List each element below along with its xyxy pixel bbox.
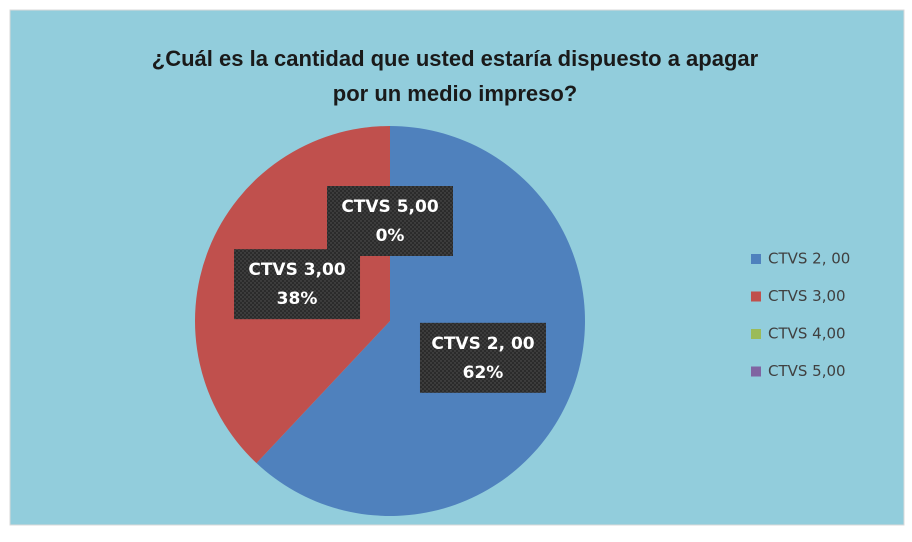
data-label-box: [234, 249, 361, 320]
data-label: 0%: [376, 226, 405, 246]
data-label-category: CTVS 5,00: [341, 197, 439, 217]
legend-label: CTVS 4,00: [768, 325, 846, 343]
pie-slice: [256, 126, 585, 516]
data-label-box: [419, 322, 546, 393]
data-label-box: [327, 186, 453, 256]
data-label: 62%: [463, 363, 504, 383]
legend-label: CTVS 5,00: [768, 362, 846, 380]
data-label: 38%: [277, 289, 318, 309]
legend-label: CTVS 3,00: [768, 287, 846, 305]
legend-swatch: [751, 329, 761, 339]
data-label-category: CTVS 3,00: [248, 260, 346, 280]
data-label-category: CTVS 2, 00: [431, 334, 534, 354]
legend-label: CTVS 2, 00: [768, 250, 850, 268]
legend-swatch: [751, 291, 761, 302]
legend-swatch: [751, 366, 761, 377]
legend-swatch: [751, 254, 761, 264]
chart-title: ¿Cuál es la cantidad que usted estaría d…: [152, 46, 759, 106]
